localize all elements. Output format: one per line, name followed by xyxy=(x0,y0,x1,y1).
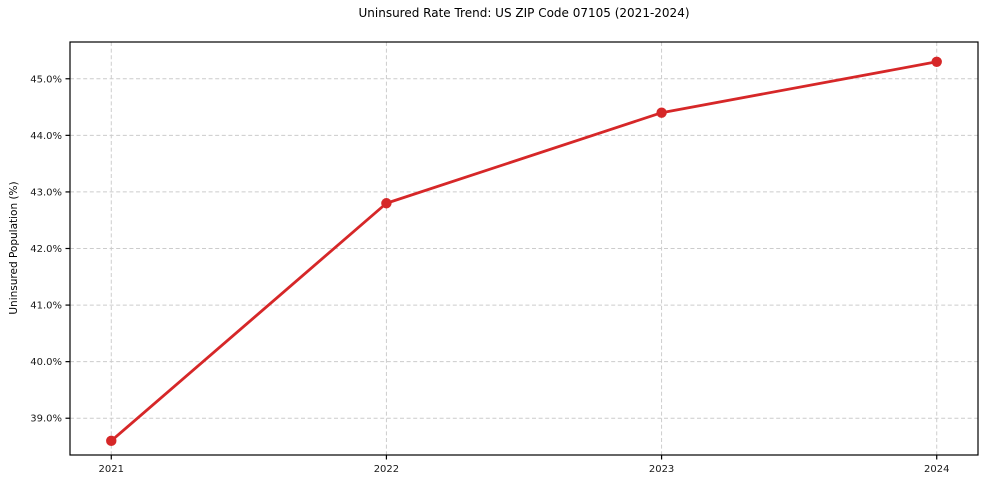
data-point xyxy=(931,56,942,68)
y-axis-tick-label: 45.0% xyxy=(30,74,62,85)
y-axis-tick-label: 39.0% xyxy=(30,414,62,425)
y-axis-tick-label: 40.0% xyxy=(30,357,62,368)
y-axis-tick-label: 43.0% xyxy=(30,187,62,198)
plot-border xyxy=(69,41,979,456)
data-point xyxy=(656,107,667,118)
x-axis-tick-label: 2021 xyxy=(99,464,124,475)
trend-line xyxy=(109,60,939,443)
data-point xyxy=(106,435,117,447)
y-axis-tick-label: 44.0% xyxy=(30,131,62,142)
x-axis-tick-label: 2024 xyxy=(924,464,949,475)
chart-title: Uninsured Rate Trend: US ZIP Code 07105 … xyxy=(358,6,690,20)
data-point xyxy=(381,198,392,209)
y-axis-tick-label: 42.0% xyxy=(30,244,62,255)
y-axis-tick-label: 41.0% xyxy=(30,301,62,312)
x-axis-tick-label: 2022 xyxy=(374,464,399,475)
x-axis-tick-label: 2023 xyxy=(649,464,674,475)
